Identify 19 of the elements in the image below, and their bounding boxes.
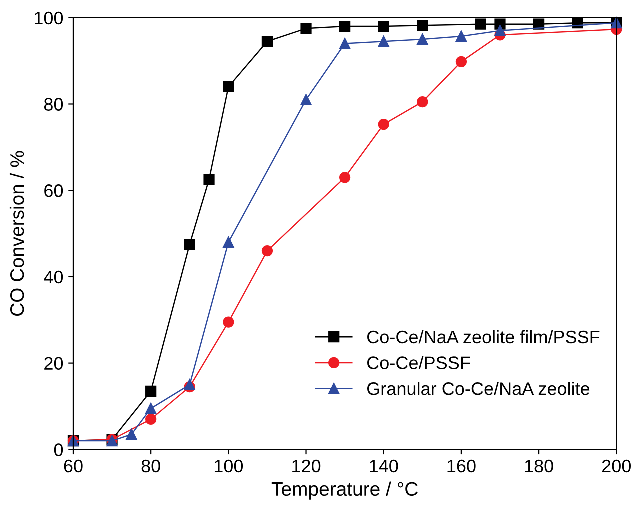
x-tick-label: 100 — [214, 460, 244, 473]
legend-label: Co-Ce/NaA zeolite film/PSSF — [368, 330, 600, 344]
x-axis-title: Temperature / °C — [272, 482, 418, 500]
y-tick-label: 40 — [44, 270, 64, 284]
x-tick-label: 140 — [370, 460, 398, 473]
y-tick-label: 60 — [44, 184, 64, 198]
y-axis-title: CO Conversion / % — [10, 151, 24, 316]
y-tick-label: 80 — [44, 98, 64, 111]
x-tick-label: 160 — [448, 460, 476, 473]
x-tick-label: 180 — [525, 460, 554, 473]
x-tick-label: 80 — [142, 460, 160, 473]
legend-label: Co-Ce/PSSF — [368, 356, 470, 370]
x-tick-label: 120 — [292, 460, 321, 473]
y-tick-label: 100 — [35, 12, 64, 25]
y-tick-label: 20 — [44, 357, 64, 370]
x-tick-label: 60 — [64, 460, 83, 473]
legend-label: Granular Co-Ce/NaA zeolite — [368, 382, 590, 396]
y-tick-label: 0 — [54, 444, 64, 456]
x-tick-label: 200 — [602, 460, 631, 473]
